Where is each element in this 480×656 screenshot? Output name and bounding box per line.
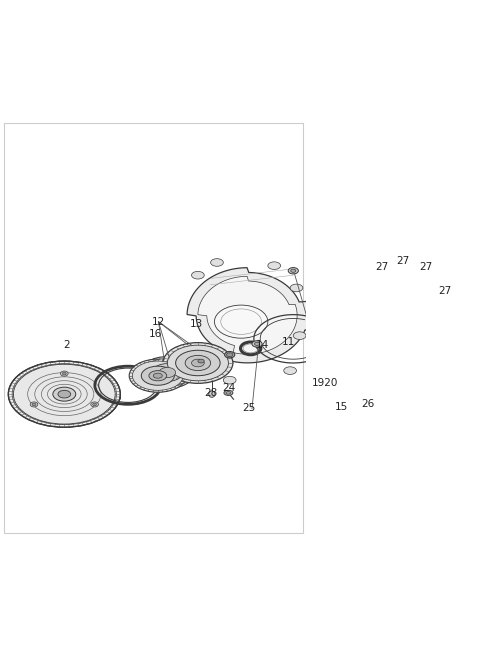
Ellipse shape [373,311,381,316]
Ellipse shape [291,269,296,272]
Ellipse shape [323,361,328,365]
Ellipse shape [32,403,36,405]
Ellipse shape [185,356,211,371]
Text: 24: 24 [222,383,235,393]
Ellipse shape [143,359,192,386]
Polygon shape [187,268,311,363]
Text: 27: 27 [396,256,409,266]
Ellipse shape [284,367,297,375]
Text: 11: 11 [282,337,295,347]
Ellipse shape [141,366,174,385]
Ellipse shape [60,371,68,376]
Text: 2: 2 [63,340,70,350]
Text: 26: 26 [362,400,375,409]
Ellipse shape [192,359,204,367]
Ellipse shape [93,403,96,405]
Ellipse shape [153,373,162,379]
Ellipse shape [62,373,66,375]
Ellipse shape [290,284,303,292]
Ellipse shape [152,363,182,381]
Ellipse shape [372,310,383,317]
Ellipse shape [168,345,228,380]
Ellipse shape [192,367,204,375]
Ellipse shape [364,283,372,287]
Ellipse shape [225,352,235,358]
Ellipse shape [268,262,281,270]
Text: 13: 13 [190,319,203,329]
Ellipse shape [211,258,223,266]
Ellipse shape [12,363,117,424]
Ellipse shape [362,281,374,288]
Text: 16: 16 [149,329,162,338]
Polygon shape [198,276,297,354]
Text: 14: 14 [256,340,269,350]
Ellipse shape [159,367,176,378]
Ellipse shape [129,359,186,392]
Circle shape [209,391,215,398]
Text: 27: 27 [419,262,432,272]
Ellipse shape [132,361,183,390]
Ellipse shape [288,268,299,274]
Text: 12: 12 [152,317,165,327]
Polygon shape [8,361,120,400]
Ellipse shape [163,342,233,383]
Ellipse shape [53,387,76,401]
Ellipse shape [91,402,98,407]
Text: 28: 28 [204,388,217,398]
Ellipse shape [254,342,260,346]
Ellipse shape [351,251,356,255]
Ellipse shape [140,357,195,388]
Ellipse shape [176,350,220,376]
Ellipse shape [352,265,360,269]
Ellipse shape [320,359,330,366]
Text: 27: 27 [438,286,451,296]
Text: 15: 15 [335,402,348,412]
Ellipse shape [149,371,167,380]
Ellipse shape [30,402,38,407]
Ellipse shape [58,390,71,398]
Ellipse shape [386,310,391,314]
Text: 1920: 1920 [312,379,338,388]
Text: 27: 27 [376,262,389,272]
Ellipse shape [293,332,306,339]
Ellipse shape [223,377,236,384]
Ellipse shape [198,359,204,363]
Ellipse shape [368,262,373,265]
Ellipse shape [252,340,262,347]
Ellipse shape [227,353,233,357]
Ellipse shape [192,272,204,279]
Ellipse shape [380,281,385,284]
Ellipse shape [332,254,344,261]
Ellipse shape [8,361,120,427]
Text: 25: 25 [242,403,255,413]
Ellipse shape [226,392,231,394]
Ellipse shape [350,264,361,270]
Ellipse shape [224,390,233,396]
Ellipse shape [215,305,268,338]
Ellipse shape [334,255,342,260]
